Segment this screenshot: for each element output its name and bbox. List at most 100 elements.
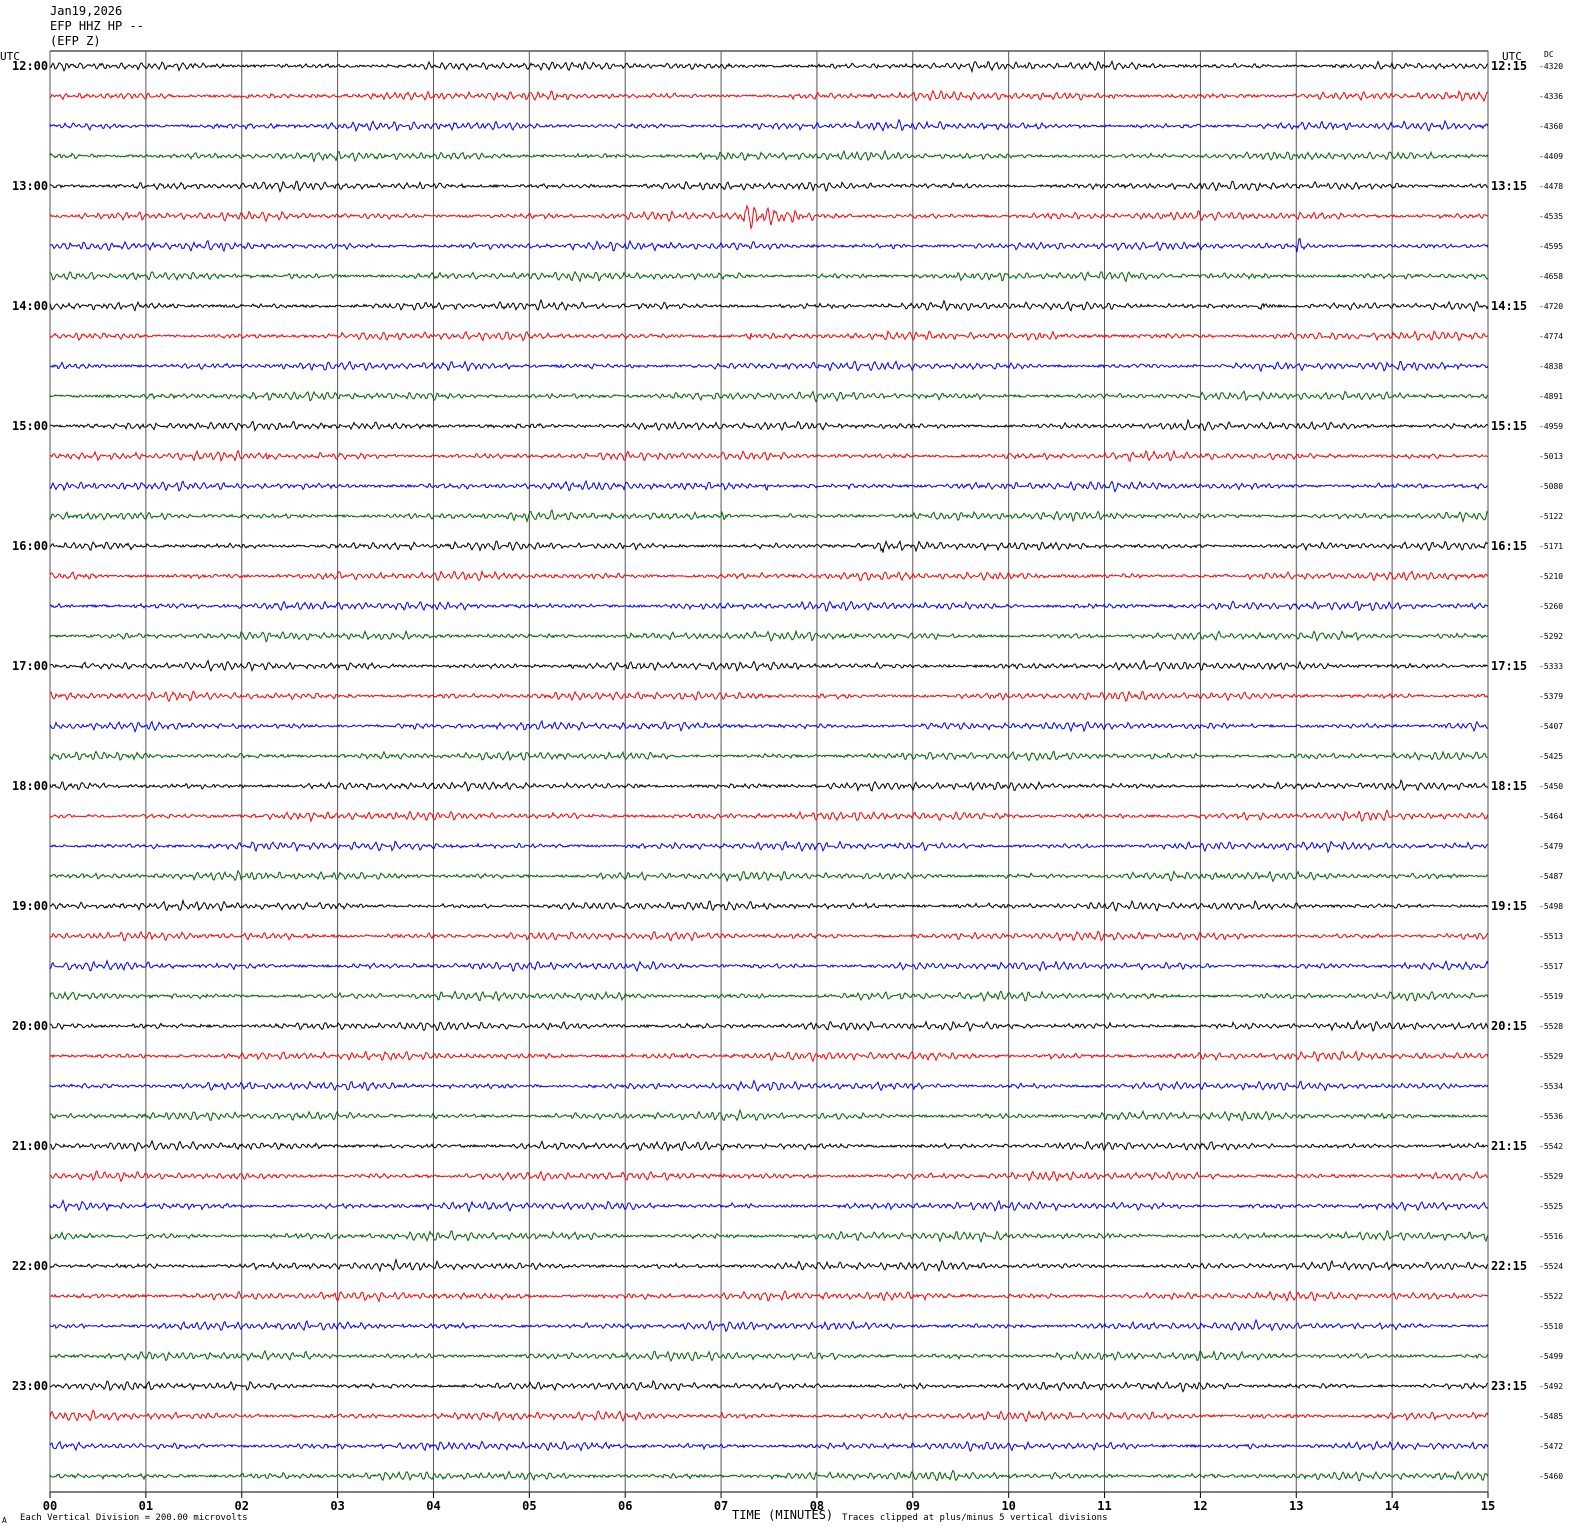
dc-offset-label: -5379: [1539, 692, 1563, 701]
trace-19: [49, 629, 1489, 643]
dc-offset-label: -5464: [1539, 812, 1563, 821]
hour-label-right: 23:15: [1491, 1379, 1527, 1393]
trace-36: [49, 1139, 1489, 1153]
trace-39: [49, 1229, 1489, 1244]
trace-22: [49, 719, 1489, 733]
x-tick-label: 03: [330, 1499, 344, 1513]
dc-offset-label: -5450: [1539, 782, 1563, 791]
trace-37: [49, 1170, 1489, 1183]
x-tick-label: 14: [1385, 1499, 1399, 1513]
trace-2: [49, 118, 1489, 133]
dc-offset-label: -5536: [1539, 1112, 1563, 1121]
hour-label-right: 19:15: [1491, 899, 1527, 913]
trace-34: [49, 1079, 1489, 1092]
dc-offset-label: -5498: [1539, 902, 1563, 911]
trace-4: [49, 180, 1489, 193]
hour-label-left: 18:00: [12, 779, 48, 793]
hour-label-left: 12:00: [12, 59, 48, 73]
dc-title: DC: [1544, 50, 1554, 59]
x-axis-label: TIME (MINUTES): [732, 1508, 834, 1522]
dc-offset-label: -5485: [1539, 1412, 1563, 1421]
trace-41: [49, 1289, 1489, 1303]
dc-offset-label: -5460: [1539, 1472, 1563, 1481]
dc-offset-label: -5333: [1539, 662, 1563, 671]
dc-offset-label: -4959: [1539, 422, 1563, 431]
trace-23: [49, 750, 1489, 762]
trace-5: [49, 204, 1489, 231]
trace-3: [49, 149, 1489, 163]
dc-offset-label: -5517: [1539, 962, 1563, 971]
dc-offset-label: -5171: [1539, 542, 1563, 551]
dc-offset-label: -5513: [1539, 932, 1563, 941]
trace-42: [49, 1318, 1489, 1333]
x-tick-label: 13: [1289, 1499, 1303, 1513]
dc-offset-label: -5499: [1539, 1352, 1563, 1361]
hour-label-right: 21:15: [1491, 1139, 1527, 1153]
trace-45: [49, 1409, 1489, 1423]
x-axis: 00 01 02 03 04 05 06 07 08 09 10 11 12 13 14 15: [43, 1492, 1495, 1513]
dc-offset-label: -5529: [1539, 1172, 1563, 1181]
trace-25: [49, 809, 1489, 823]
hour-label-right: 13:15: [1491, 179, 1527, 193]
trace-8: [49, 298, 1489, 313]
scale-note: Each Vertical Division = 200.00 microvol…: [20, 1513, 248, 1523]
hour-label-left: 21:00: [12, 1139, 48, 1153]
time-gridlines: [49, 50, 1489, 1493]
trace-16: [49, 539, 1489, 553]
hour-label-right: 17:15: [1491, 659, 1527, 673]
hour-labels-right: 12:15 13:15 14:15 15:15 16:15 17:15 18:15 19:15…: [1491, 59, 1527, 1393]
dc-offset-label: -4478: [1539, 182, 1563, 191]
dc-offset-label: -5519: [1539, 992, 1563, 1001]
dc-offset-label: -4595: [1539, 242, 1563, 251]
trace-17: [49, 569, 1489, 582]
hour-label-left: 13:00: [12, 179, 48, 193]
trace-31: [49, 990, 1489, 1003]
hour-label-right: 15:15: [1491, 419, 1527, 433]
dc-offset-label: -4720: [1539, 302, 1563, 311]
station-label: (EFP Z): [50, 34, 101, 48]
trace-30: [49, 959, 1489, 973]
hour-label-left: 14:00: [12, 299, 48, 313]
hour-label-right: 14:15: [1491, 299, 1527, 313]
dc-offset-label: -5534: [1539, 1082, 1563, 1091]
hour-label-right: 20:15: [1491, 1019, 1527, 1033]
trace-21: [49, 690, 1489, 703]
hour-label-left: 15:00: [12, 419, 48, 433]
date-label: Jan19,2026: [50, 4, 123, 18]
trace-35: [49, 1108, 1489, 1122]
dc-offset-label: -5487: [1539, 872, 1563, 881]
dc-offset-label: -5210: [1539, 572, 1563, 581]
trace-20: [49, 659, 1489, 673]
dc-offset-label: -5492: [1539, 1382, 1563, 1391]
hour-labels-left: 12:00 13:00 14:00 15:00 16:00 17:00 18:00 19:00…: [12, 59, 48, 1393]
dc-offset-label: -4409: [1539, 152, 1563, 161]
x-tick-label: 05: [522, 1499, 536, 1513]
dc-offset-label: -4838: [1539, 362, 1563, 371]
x-tick-label: 06: [618, 1499, 632, 1513]
trace-0: [49, 59, 1489, 74]
x-tick-label: 08: [810, 1499, 824, 1513]
dc-offset-label: -5522: [1539, 1292, 1563, 1301]
seismic-traces: [49, 59, 1489, 1482]
trace-33: [49, 1050, 1489, 1063]
x-tick-label: 10: [1001, 1499, 1015, 1513]
trace-15: [49, 508, 1489, 523]
hour-label-left: 17:00: [12, 659, 48, 673]
trace-44: [49, 1379, 1489, 1393]
trace-26: [49, 840, 1489, 854]
dc-offset-label: -5479: [1539, 842, 1563, 851]
dc-offset-label: -5516: [1539, 1232, 1563, 1241]
trace-18: [49, 600, 1489, 612]
hour-label-right: 12:15: [1491, 59, 1527, 73]
dc-offset-labels: -4320 -4336 -4360 -4409 -4478 -4535 -4595 -4658…: [1539, 62, 1563, 1481]
trace-13: [49, 449, 1489, 463]
dc-offset-label: -4320: [1539, 62, 1563, 71]
dc-offset-label: -5510: [1539, 1322, 1563, 1331]
right-axis-title: UTC: [1502, 50, 1522, 63]
dc-offset-label: -4774: [1539, 332, 1563, 341]
dc-offset-label: -4891: [1539, 392, 1563, 401]
x-tick-label: 15: [1481, 1499, 1495, 1513]
dc-offset-label: -5472: [1539, 1442, 1563, 1451]
dc-offset-label: -5525: [1539, 1202, 1563, 1211]
